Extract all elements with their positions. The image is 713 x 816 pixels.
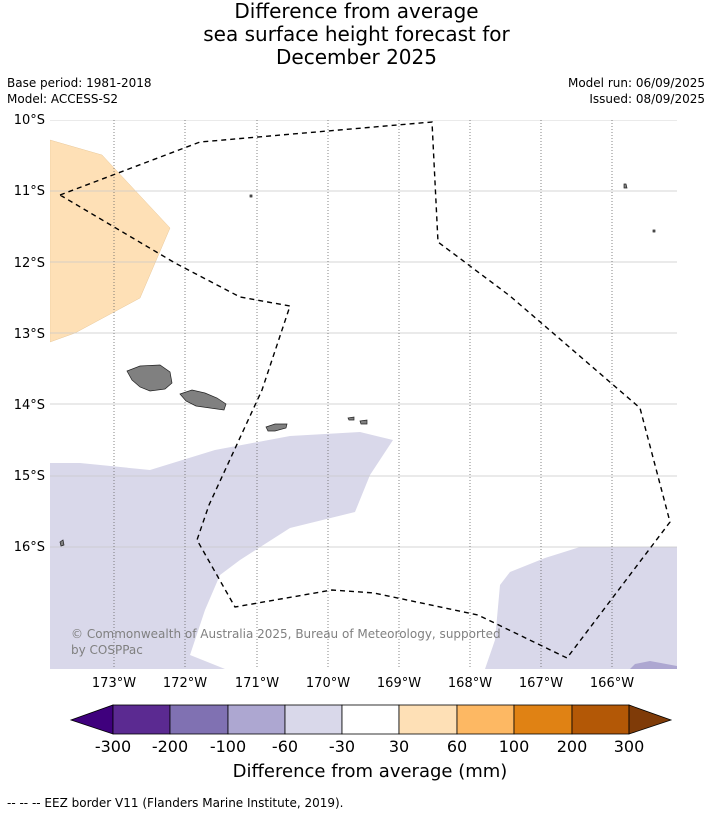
island-ofu bbox=[347, 416, 355, 421]
colorbar-bin bbox=[513, 704, 573, 735]
island-upolu bbox=[179, 389, 227, 411]
model-run: Model run: 06/09/2025 bbox=[567, 76, 705, 90]
colorbar-tick-label: -100 bbox=[210, 737, 246, 756]
model-name: Model: ACCESS-S2 bbox=[7, 92, 119, 106]
colorbar-bin bbox=[284, 704, 343, 735]
longitude-labels: 173°W 172°W 171°W 170°W 169°W 168°W 167°… bbox=[92, 676, 634, 691]
lat-label: 11°S bbox=[14, 184, 45, 199]
colorbar-bin bbox=[571, 704, 630, 735]
lon-label: 169°W bbox=[377, 676, 421, 691]
colorbar-bin bbox=[112, 704, 171, 735]
colorbar-bin bbox=[227, 704, 286, 735]
lon-label: 167°W bbox=[519, 676, 563, 691]
colorbar-ticks: -300 -200 -100 -60 -30 30 60 100 200 300 bbox=[95, 737, 644, 756]
colorbar-bin bbox=[341, 704, 400, 735]
base-period: Base period: 1981-2018 bbox=[7, 76, 152, 90]
title-line-3: December 2025 bbox=[276, 45, 437, 69]
latitude-labels: 10°S 11°S 12°S 13°S 14°S 15°S 16°S bbox=[14, 113, 45, 555]
anomaly-negative-30-60-west bbox=[50, 432, 393, 669]
lon-label: 171°W bbox=[235, 676, 279, 691]
islet-southwest bbox=[59, 539, 65, 547]
title-line-1: Difference from average bbox=[234, 0, 479, 23]
issued-date: Issued: 08/09/2025 bbox=[589, 92, 705, 106]
map-area bbox=[50, 120, 677, 669]
lon-label: 172°W bbox=[163, 676, 207, 691]
colorbar-tick-label: 30 bbox=[389, 737, 409, 756]
lon-label: 168°W bbox=[448, 676, 492, 691]
colorbar-extend-low bbox=[69, 704, 114, 735]
lat-label: 15°S bbox=[14, 469, 45, 484]
lat-label: 14°S bbox=[14, 398, 45, 413]
colorbar-tick-label: 300 bbox=[614, 737, 645, 756]
island-tutuila bbox=[265, 423, 288, 432]
anomaly-positive-30-60 bbox=[50, 139, 171, 343]
lat-label: 16°S bbox=[14, 540, 45, 555]
gridlines bbox=[50, 120, 677, 669]
map-title: Difference from average sea surface heig… bbox=[0, 0, 713, 69]
colorbar-bin bbox=[169, 704, 229, 735]
colorbar-tick-label: -60 bbox=[272, 737, 298, 756]
colorbar-tick-label: 200 bbox=[557, 737, 588, 756]
eez-footnote: -- -- -- EEZ border V11 (Flanders Marine… bbox=[7, 796, 344, 810]
lon-label: 173°W bbox=[92, 676, 136, 691]
lat-label: 13°S bbox=[14, 327, 45, 342]
island-tau bbox=[359, 419, 368, 425]
islet-northeast-2 bbox=[652, 229, 656, 233]
colorbar-label: Difference from average (mm) bbox=[232, 761, 508, 782]
meta-left: Base period: 1981-2018 Model: ACCESS-S2 bbox=[7, 75, 152, 107]
land-islands bbox=[59, 183, 656, 547]
colorbar-bin bbox=[456, 704, 515, 735]
colorbar-tick-label: 60 bbox=[447, 737, 467, 756]
colorbar-extend-high bbox=[628, 704, 673, 735]
colorbar-tick-label: -300 bbox=[95, 737, 131, 756]
colorbar-tick-label: -200 bbox=[152, 737, 188, 756]
island-savaii bbox=[126, 364, 173, 392]
lon-label: 166°W bbox=[590, 676, 634, 691]
anomaly-negative-60-100 bbox=[630, 661, 677, 669]
islet-northeast-1 bbox=[623, 183, 628, 189]
lat-label: 10°S bbox=[14, 113, 45, 128]
lon-label: 170°W bbox=[306, 676, 350, 691]
meta-right: Model run: 06/09/2025 Issued: 08/09/2025 bbox=[568, 75, 705, 107]
islet-northwest bbox=[249, 194, 253, 198]
colorbar-tick-label: 100 bbox=[499, 737, 530, 756]
lat-label: 12°S bbox=[14, 256, 45, 271]
anomaly-negative-30-60-east bbox=[485, 547, 677, 669]
colorbar bbox=[69, 704, 673, 735]
copyright-notice: © Commonwealth of Australia 2025, Bureau… bbox=[71, 627, 501, 657]
colorbar-tick-label: -30 bbox=[329, 737, 355, 756]
title-line-2: sea surface height forecast for bbox=[203, 22, 510, 46]
colorbar-bin bbox=[398, 704, 458, 735]
